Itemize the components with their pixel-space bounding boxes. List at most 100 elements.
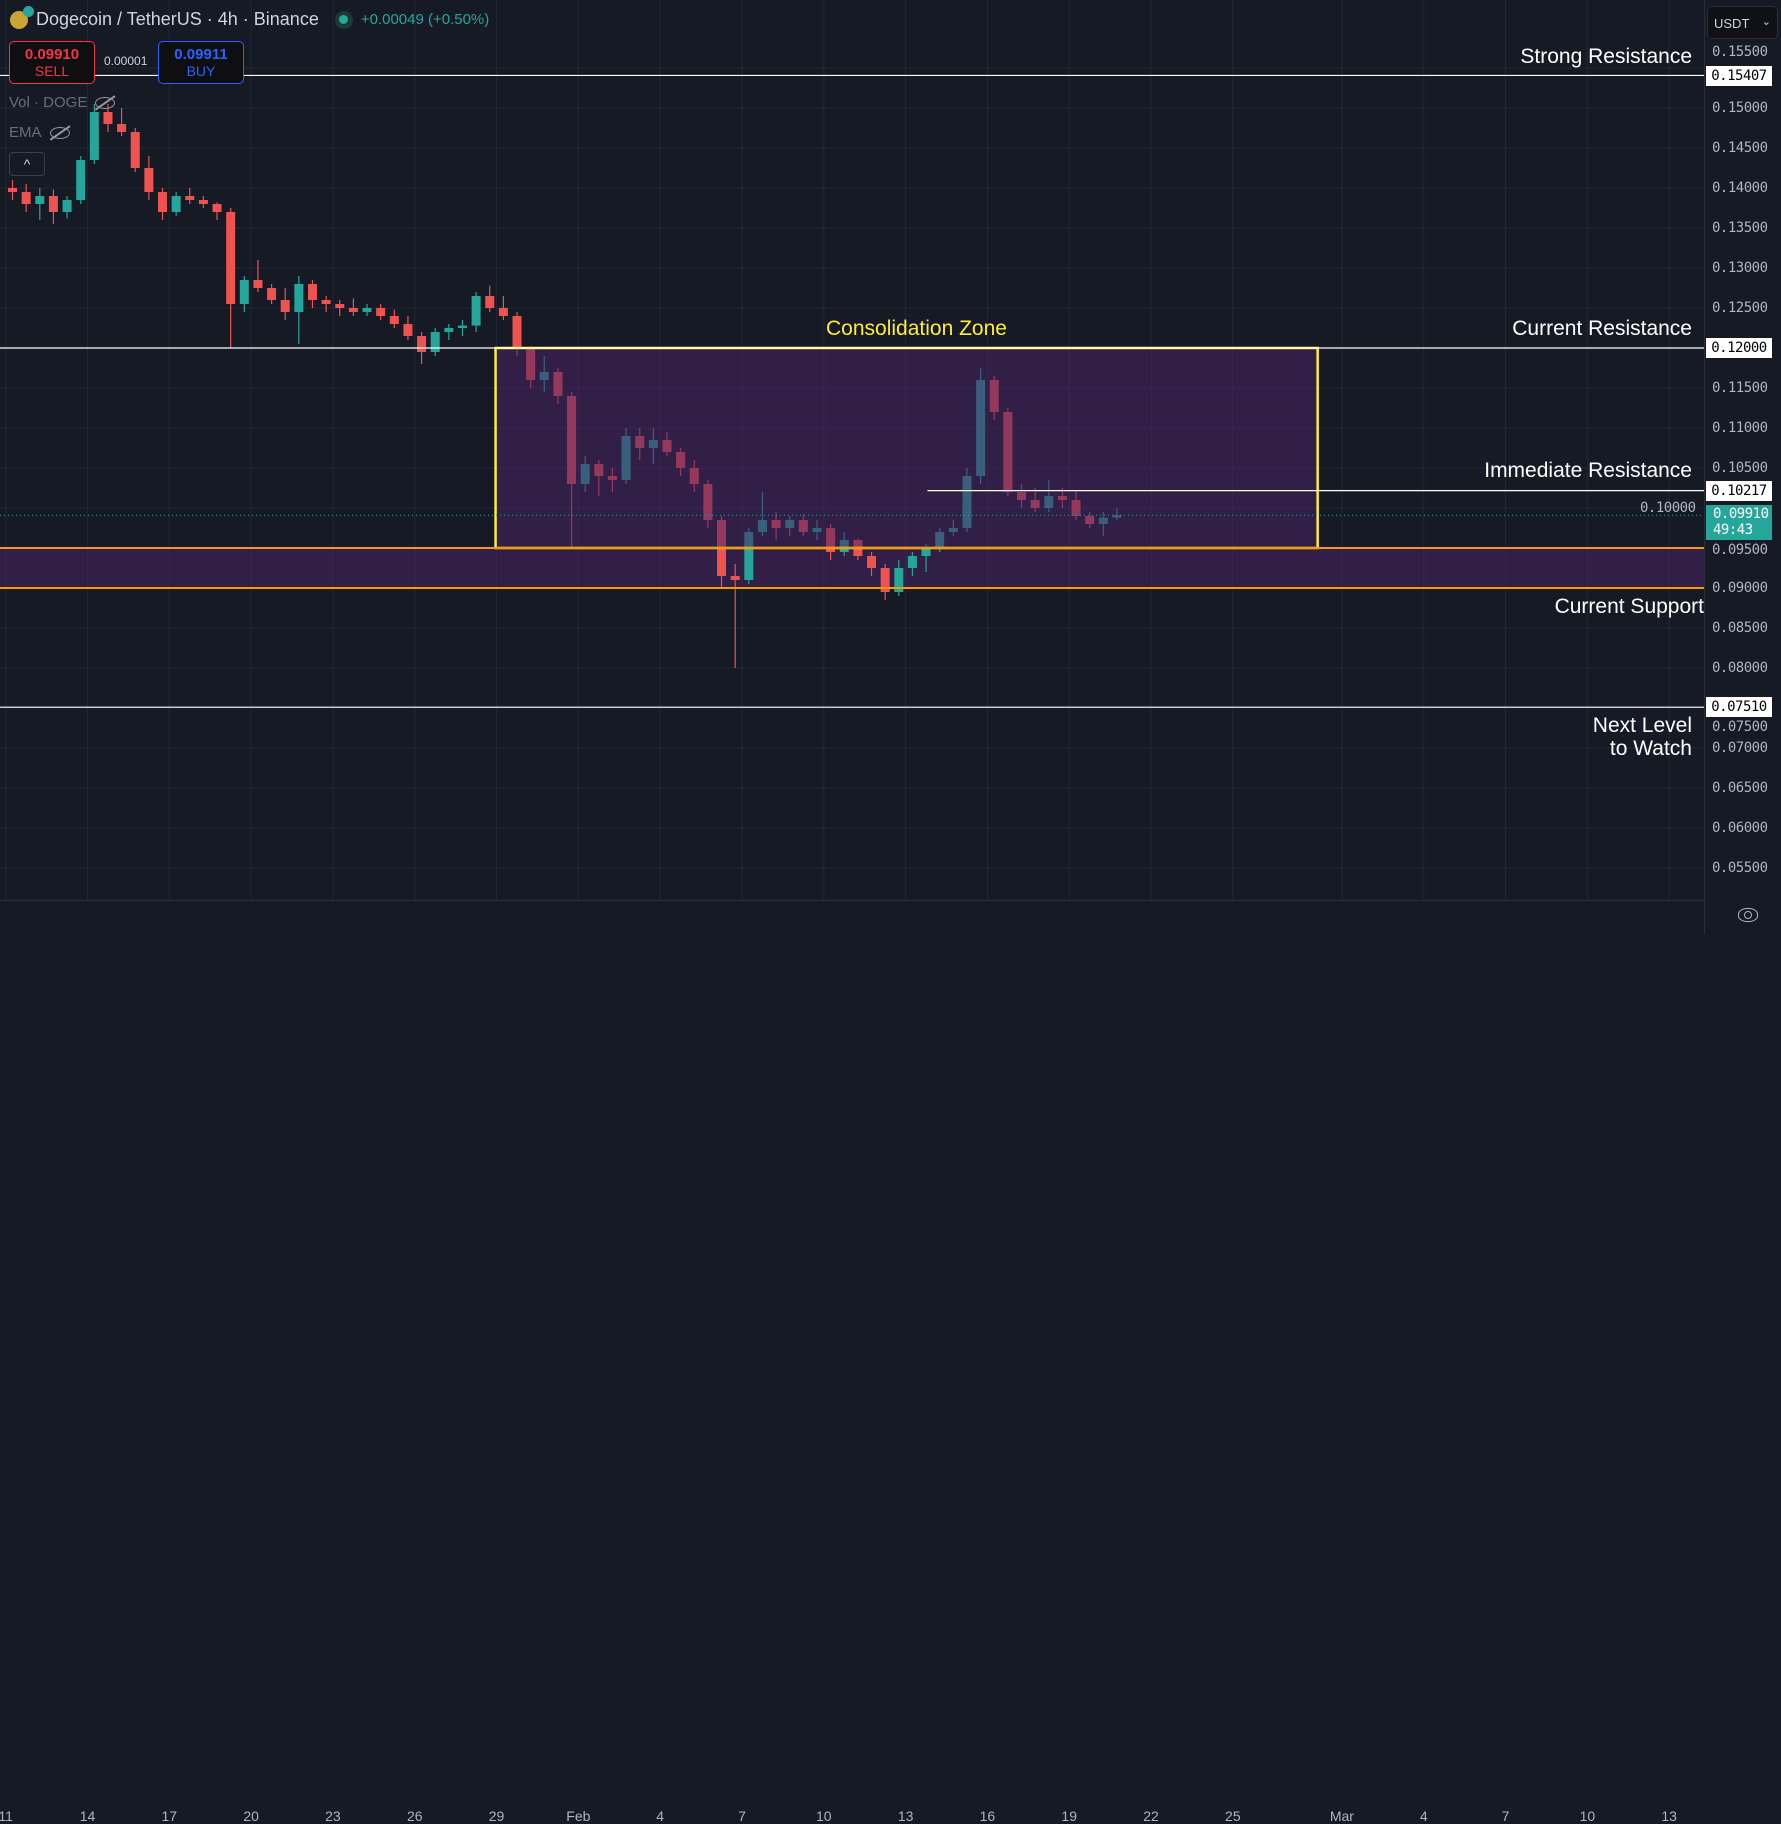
label-next-level: Next Level to Watch xyxy=(1593,714,1692,760)
time-tick-label: 29 xyxy=(488,1808,505,1824)
price-tick-label: 0.13000 xyxy=(1712,260,1768,276)
time-tick-label: 4 xyxy=(656,1808,665,1824)
chevron-up-icon: ^ xyxy=(23,156,31,172)
price-tick-label: 0.07500 xyxy=(1712,719,1768,735)
eye-hidden-icon[interactable] xyxy=(95,96,116,109)
indicator-ema[interactable]: EMA xyxy=(9,124,70,141)
price-tick-label: 0.06500 xyxy=(1712,780,1768,796)
spread-value: 0.00001 xyxy=(104,54,148,68)
candle-body xyxy=(498,308,508,316)
candle-body xyxy=(430,332,440,352)
market-open-icon xyxy=(334,10,353,29)
consolidation-zone-box xyxy=(494,346,1319,550)
price-axis[interactable] xyxy=(1704,0,1781,934)
price-tick-label: 0.11000 xyxy=(1712,420,1768,436)
candle-body xyxy=(417,336,427,352)
candle-body xyxy=(907,556,917,568)
eye-hidden-icon[interactable] xyxy=(49,126,70,139)
candle-body xyxy=(335,304,345,308)
candle-body xyxy=(389,316,399,324)
candle-body xyxy=(76,160,86,200)
buy-button[interactable]: 0.09911 BUY xyxy=(158,41,244,84)
candle-body xyxy=(62,200,72,212)
bar-countdown: 49:43 xyxy=(1713,522,1753,538)
label-current-support: Current Support xyxy=(1554,595,1704,618)
candle-body xyxy=(239,280,249,304)
price-tick-label: 0.07000 xyxy=(1712,740,1768,756)
time-tick-label: 10 xyxy=(1579,1808,1596,1824)
collapse-indicators-button[interactable]: ^ xyxy=(9,152,45,176)
sell-button[interactable]: 0.09910 SELL xyxy=(9,41,95,84)
symbol-title[interactable]: Dogecoin / TetherUS · 4h · Binance xyxy=(36,9,319,29)
candle-body xyxy=(307,284,317,300)
current-price-label: 0.09910 49:43 xyxy=(1706,505,1772,540)
sell-price: 0.09910 xyxy=(24,46,80,63)
time-tick-label: 7 xyxy=(1501,1808,1510,1824)
candle-body xyxy=(403,324,413,336)
candle-body xyxy=(894,568,904,592)
candle-body xyxy=(485,296,495,308)
candle-body xyxy=(89,112,99,160)
price-tick-label: 0.13500 xyxy=(1712,220,1768,236)
candle-body xyxy=(730,576,740,580)
candle-body xyxy=(117,124,127,132)
sell-label: SELL xyxy=(34,63,70,79)
time-tick-label: 4 xyxy=(1419,1808,1428,1824)
price-tick-label: 0.10500 xyxy=(1712,460,1768,476)
price-chart[interactable] xyxy=(0,0,1704,900)
currency-select[interactable]: USDT ⌄ xyxy=(1707,6,1778,39)
support-band xyxy=(0,548,1704,588)
candle-body xyxy=(321,300,331,304)
price-label-immediate-resistance: 0.10217 xyxy=(1706,481,1772,501)
candle-body xyxy=(226,212,236,304)
time-tick-label: 16 xyxy=(979,1808,996,1824)
consolidation-zone-label: Consolidation Zone xyxy=(826,317,1007,340)
time-tick-label: 14 xyxy=(79,1808,96,1824)
candle-body xyxy=(158,192,168,212)
price-tick-label: 0.08500 xyxy=(1712,620,1768,636)
price-tick-label: 0.09000 xyxy=(1712,580,1768,596)
candle-body xyxy=(171,196,181,212)
indicator-ema-label: EMA xyxy=(9,124,42,141)
time-tick-label: 17 xyxy=(161,1808,178,1824)
candle-body xyxy=(267,288,277,300)
indicator-volume[interactable]: Vol · DOGE xyxy=(9,94,116,111)
time-tick-label: Feb xyxy=(566,1808,591,1824)
currency-value: USDT xyxy=(1714,16,1750,31)
candle-body xyxy=(376,308,386,316)
symbol-header: Dogecoin / TetherUS · 4h · Binance +0.00… xyxy=(10,5,490,30)
price-tick-label: 0.11500 xyxy=(1712,380,1768,396)
time-tick-label: 19 xyxy=(1061,1808,1078,1824)
price-tick-label: 0.08000 xyxy=(1712,660,1768,676)
candle-body xyxy=(253,280,263,288)
candle-body xyxy=(457,325,467,328)
time-tick-label: 22 xyxy=(1143,1808,1159,1824)
buy-price: 0.09911 xyxy=(174,46,228,63)
time-tick-label: 25 xyxy=(1225,1808,1241,1824)
candle-body xyxy=(512,316,522,348)
candle-body xyxy=(444,328,454,332)
price-tick-label: 0.12500 xyxy=(1712,300,1768,316)
label-strong-resistance: Strong Resistance xyxy=(1520,45,1692,68)
candle-body xyxy=(471,296,481,326)
candle-body xyxy=(48,196,58,212)
time-tick-label: 26 xyxy=(406,1808,423,1824)
time-tick-label: Mar xyxy=(1329,1808,1354,1824)
time-tick-label: 7 xyxy=(738,1808,746,1824)
price-tick-label: 0.05500 xyxy=(1712,860,1768,876)
candle-body xyxy=(185,196,195,200)
indicator-volume-label: Vol · DOGE xyxy=(9,94,88,111)
price-change: +0.00049 (+0.50%) xyxy=(360,11,490,28)
price-label-next-level: 0.07510 xyxy=(1706,697,1772,717)
settings-icon[interactable] xyxy=(1738,908,1758,922)
label-next-level-line2: to Watch xyxy=(1609,737,1692,760)
label-immediate-resistance: Immediate Resistance xyxy=(1484,459,1692,482)
label-next-level-line1: Next Level xyxy=(1592,714,1692,737)
candle-body xyxy=(744,532,754,580)
price-tick-label: 0.15500 xyxy=(1712,44,1768,60)
candle-body xyxy=(921,548,931,556)
time-axis[interactable]: 11 14 17 20 23 26 29 Feb 4 7 10 13 16 19 22 25 Mar 4 7 10 13 xyxy=(0,900,1704,1824)
price-label-current-resistance: 0.12000 xyxy=(1706,338,1772,358)
time-tick-label: 13 xyxy=(897,1808,914,1824)
candle-body xyxy=(362,308,372,312)
